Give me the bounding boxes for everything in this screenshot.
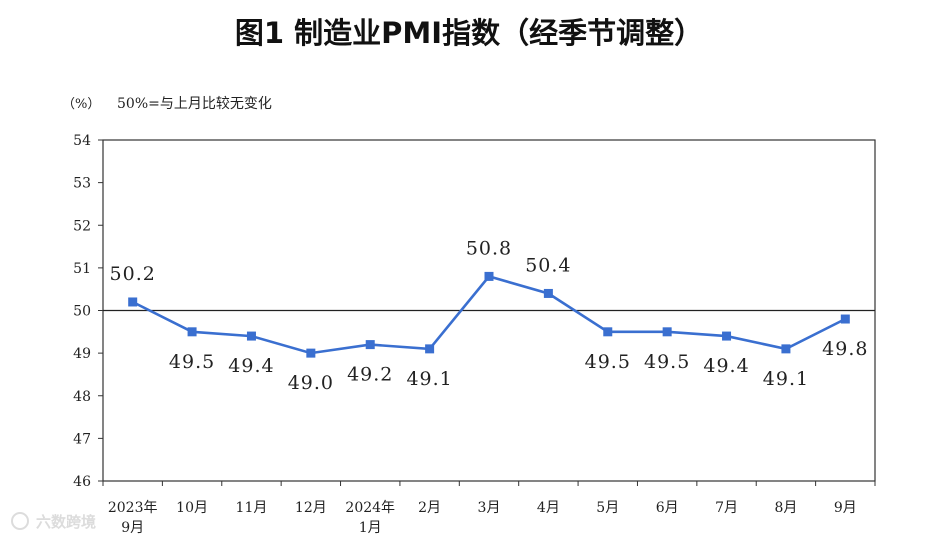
data-point-marker: [128, 297, 138, 307]
data-point-marker: [246, 331, 256, 341]
data-label: 50.2: [110, 263, 156, 285]
x-tick-label: 2024年 1月: [345, 500, 395, 536]
data-point-marker: [187, 327, 197, 337]
y-tick-label: 53: [73, 176, 91, 192]
data-point-marker: [840, 314, 850, 324]
data-label: 49.8: [822, 338, 868, 360]
x-tick-label: 11月: [236, 500, 268, 516]
data-point-marker: [781, 344, 791, 354]
data-point-marker: [484, 271, 494, 281]
x-tick-label: 5月: [596, 500, 619, 516]
data-point-marker: [306, 348, 316, 358]
x-tick-label: 8月: [774, 500, 797, 516]
data-label: 49.5: [585, 351, 631, 373]
data-point-marker: [365, 340, 375, 350]
data-point-marker: [662, 327, 672, 337]
y-tick-label: 50: [73, 304, 91, 320]
watermark-text: 六数跨境: [36, 513, 96, 531]
data-label: 49.0: [288, 372, 334, 394]
y-axis-ticks: 46 47 48 49 50 51 52 53 54: [73, 133, 103, 490]
data-point-marker: [603, 327, 613, 337]
x-tick-label: 3月: [478, 500, 501, 516]
x-tick-label: 9月: [834, 500, 857, 516]
x-tick-label: 10月: [176, 500, 208, 516]
watermark: 六数跨境: [11, 512, 96, 531]
data-label: 50.4: [525, 254, 571, 276]
data-label: 49.5: [169, 351, 215, 373]
data-label: 49.1: [763, 368, 809, 390]
series-markers: [128, 271, 850, 358]
data-label: 49.4: [703, 355, 749, 377]
y-tick-label: 52: [73, 218, 91, 234]
y-axis-unit-label: （%）: [62, 97, 100, 112]
y-tick-label: 46: [73, 474, 91, 490]
data-label: 49.5: [644, 351, 690, 373]
y-tick-label: 54: [73, 133, 91, 149]
series-line: [132, 274, 846, 355]
x-tick-label: 2023年 9月: [108, 500, 158, 536]
data-point-marker: [543, 288, 553, 298]
x-tick-label: 4月: [537, 500, 560, 516]
y-tick-label: 48: [73, 389, 91, 405]
x-tick-label: 7月: [715, 500, 738, 516]
data-point-marker: [722, 331, 732, 341]
x-tick-label: 2月: [418, 500, 441, 516]
y-tick-label: 47: [73, 431, 91, 447]
chart-title: 图1 制造业PMI指数（经季节调整）: [235, 16, 703, 50]
data-label: 49.4: [228, 355, 274, 377]
data-labels: 50.2 49.5 49.4 49.0 49.2 49.1 50.8 50.4 49.5 49.5…: [110, 237, 868, 394]
reference-note: 50%=与上月比较无变化: [117, 96, 272, 112]
y-tick-label: 51: [73, 261, 91, 277]
data-point-marker: [425, 344, 435, 354]
data-label: 49.2: [347, 364, 393, 386]
watermark-logo-icon: [11, 512, 29, 530]
x-tick-label: 12月: [295, 500, 327, 516]
data-label: 50.8: [466, 237, 512, 259]
x-axis-ticks: 2023年 9月 10月 11月 12月 2024年 1月 2月 3月 4月 5月 6月 7月 8月 9月: [102, 481, 876, 536]
data-label: 49.1: [406, 368, 452, 390]
x-tick-label: 6月: [656, 500, 679, 516]
y-tick-label: 49: [73, 346, 91, 362]
